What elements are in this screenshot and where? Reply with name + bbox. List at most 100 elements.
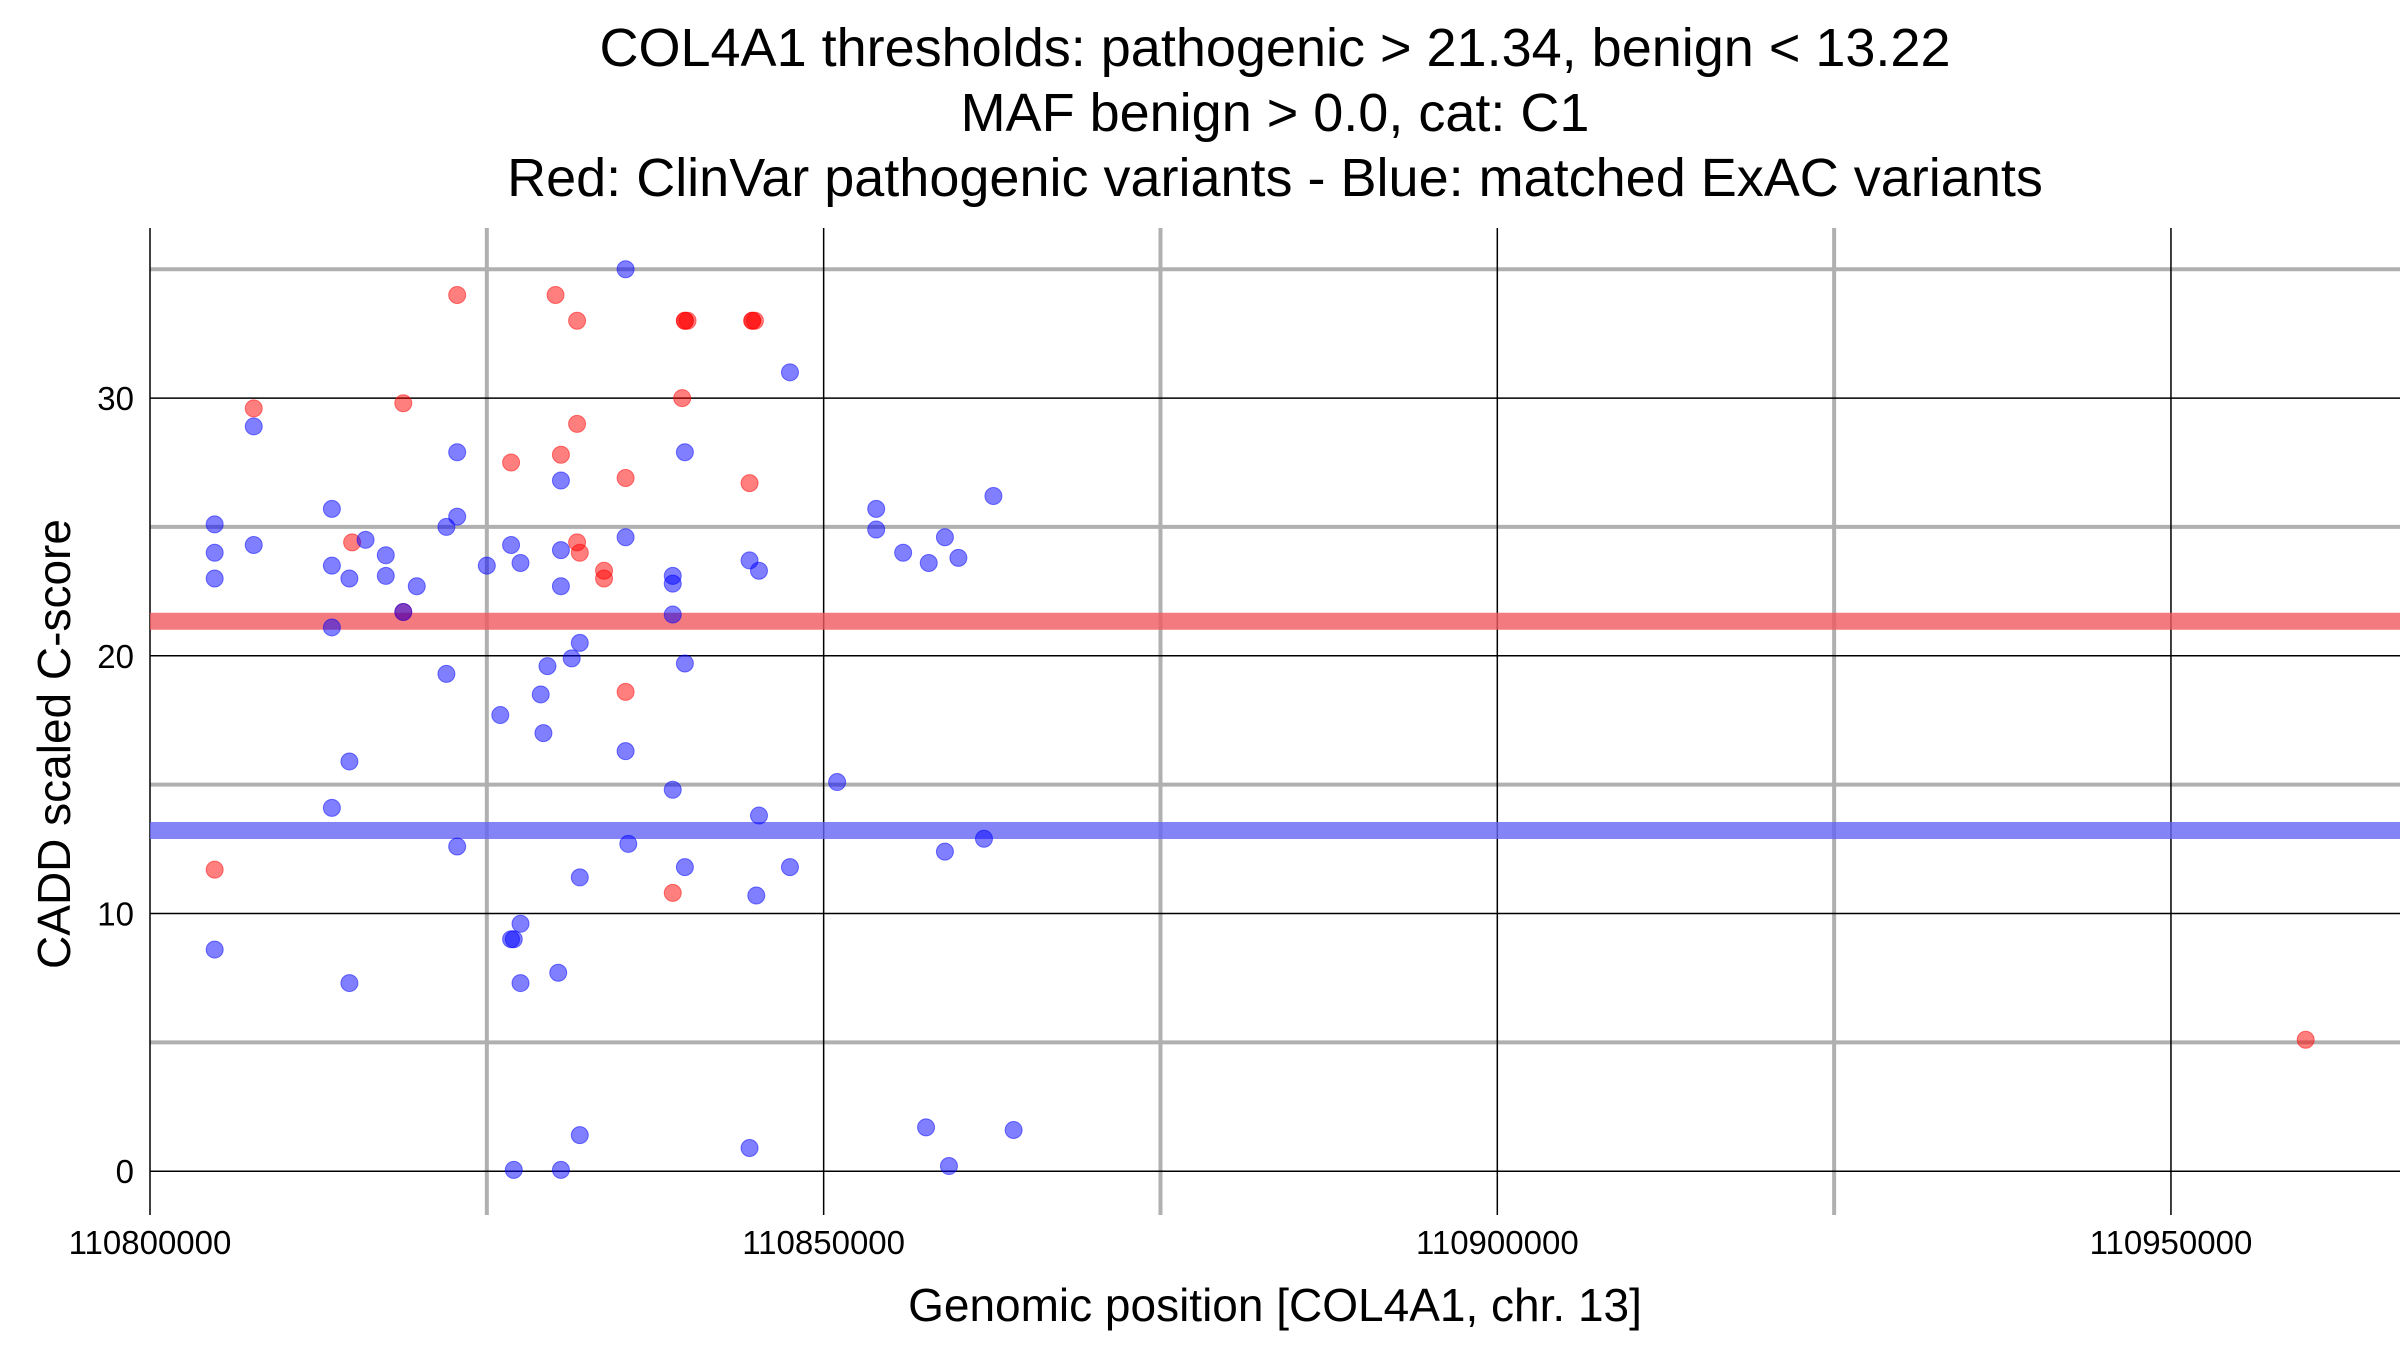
clinvar-point — [616, 682, 635, 701]
exac-point — [322, 798, 341, 817]
exac-point — [549, 963, 568, 982]
exac-point — [322, 618, 341, 637]
exac-point — [935, 842, 954, 861]
clinvar-point — [546, 286, 565, 305]
x-tick-label: 110900000 — [1416, 1224, 1579, 1261]
exac-point — [570, 1126, 589, 1145]
exac-point — [244, 417, 263, 436]
clinvar-point — [502, 453, 521, 472]
exac-point — [570, 868, 589, 887]
exac-point — [894, 543, 913, 562]
exac-point — [244, 535, 263, 554]
title-line-2: MAF benign > 0.0, cat: C1 — [961, 83, 1590, 143]
clinvar-point — [678, 311, 697, 330]
exac-point — [504, 1160, 523, 1179]
exac-point — [562, 649, 581, 668]
exac-point — [749, 561, 768, 580]
clinvar-point — [448, 286, 467, 305]
exac-point — [205, 515, 224, 534]
exac-point — [570, 633, 589, 652]
y-axis-label: CADD scaled C-score — [28, 519, 80, 969]
x-tick-label: 110950000 — [2090, 1224, 2253, 1261]
exac-point — [448, 837, 467, 856]
exac-point — [974, 829, 993, 848]
clinvar-point — [745, 311, 764, 330]
exac-point — [917, 1118, 936, 1137]
exac-point — [356, 530, 375, 549]
clinvar-point — [616, 468, 635, 487]
clinvar-point — [568, 311, 587, 330]
exac-point — [504, 930, 523, 949]
axis-ticks: 110800000 110850000 110900000 110950000 0 10 2… — [69, 380, 2253, 1261]
exac-point — [322, 556, 341, 575]
exac-point — [619, 834, 638, 853]
exac-point — [205, 543, 224, 562]
exac-point — [867, 520, 886, 539]
exac-point — [828, 773, 847, 792]
clinvar-point — [740, 474, 759, 493]
exac-point — [502, 535, 521, 554]
clinvar-point — [595, 569, 614, 588]
exac-point — [1004, 1120, 1023, 1139]
exac-point — [749, 806, 768, 825]
exac-point — [407, 577, 426, 596]
exac-point — [376, 566, 395, 585]
exac-point — [675, 443, 694, 462]
exac-point — [675, 654, 694, 673]
exac-point — [340, 974, 359, 993]
y-tick-label: 0 — [116, 1153, 134, 1190]
exac-point — [491, 706, 510, 725]
x-tick-label: 110850000 — [742, 1224, 905, 1261]
exac-point — [551, 577, 570, 596]
exac-point — [551, 541, 570, 560]
exac-point — [551, 471, 570, 490]
exac-point — [511, 914, 530, 933]
title-line-3: Red: ClinVar pathogenic variants - Blue:… — [507, 148, 2043, 208]
exac-point — [538, 657, 557, 676]
exac-point — [935, 528, 954, 547]
exac-point — [740, 1138, 759, 1157]
clinvar-point — [244, 399, 263, 418]
exac-point — [747, 886, 766, 905]
exac-point — [531, 685, 550, 704]
exac-point — [939, 1157, 958, 1176]
exac-point — [322, 499, 341, 518]
threshold-lines — [150, 612, 2400, 840]
clinvar-point — [568, 414, 587, 433]
exac-point — [477, 556, 496, 575]
y-tick-label: 10 — [97, 895, 134, 932]
exac-point — [780, 858, 799, 877]
exac-point — [376, 546, 395, 565]
clinvar-point — [673, 389, 692, 408]
exac-point — [437, 664, 456, 683]
exac-point — [340, 752, 359, 771]
exac-point — [675, 858, 694, 877]
exac-point — [919, 554, 938, 573]
chart-title: COL4A1 thresholds: pathogenic > 21.34, b… — [507, 18, 2043, 208]
exac-point — [448, 443, 467, 462]
y-tick-label: 20 — [97, 638, 134, 675]
exac-point — [663, 780, 682, 799]
x-tick-label: 110800000 — [69, 1224, 232, 1261]
exac-point — [448, 507, 467, 526]
clinvar-point — [570, 543, 589, 562]
grid — [149, 228, 2400, 1215]
exac-point — [867, 499, 886, 518]
exac-point — [616, 260, 635, 279]
exac-point — [663, 574, 682, 593]
clinvar-point — [394, 394, 413, 413]
y-tick-label: 30 — [97, 380, 134, 417]
title-line-1: COL4A1 thresholds: pathogenic > 21.34, b… — [599, 18, 1950, 78]
exac-point — [511, 974, 530, 993]
clinvar-point — [551, 445, 570, 464]
exac-point — [949, 548, 968, 567]
exac-point — [340, 569, 359, 588]
exac-point — [780, 363, 799, 382]
exac-point — [394, 602, 413, 621]
exac-point — [205, 569, 224, 588]
data-points — [205, 260, 2315, 1179]
x-axis-label: Genomic position [COL4A1, chr. 13] — [908, 1279, 1642, 1331]
exac-point — [511, 554, 530, 573]
clinvar-point — [663, 883, 682, 902]
